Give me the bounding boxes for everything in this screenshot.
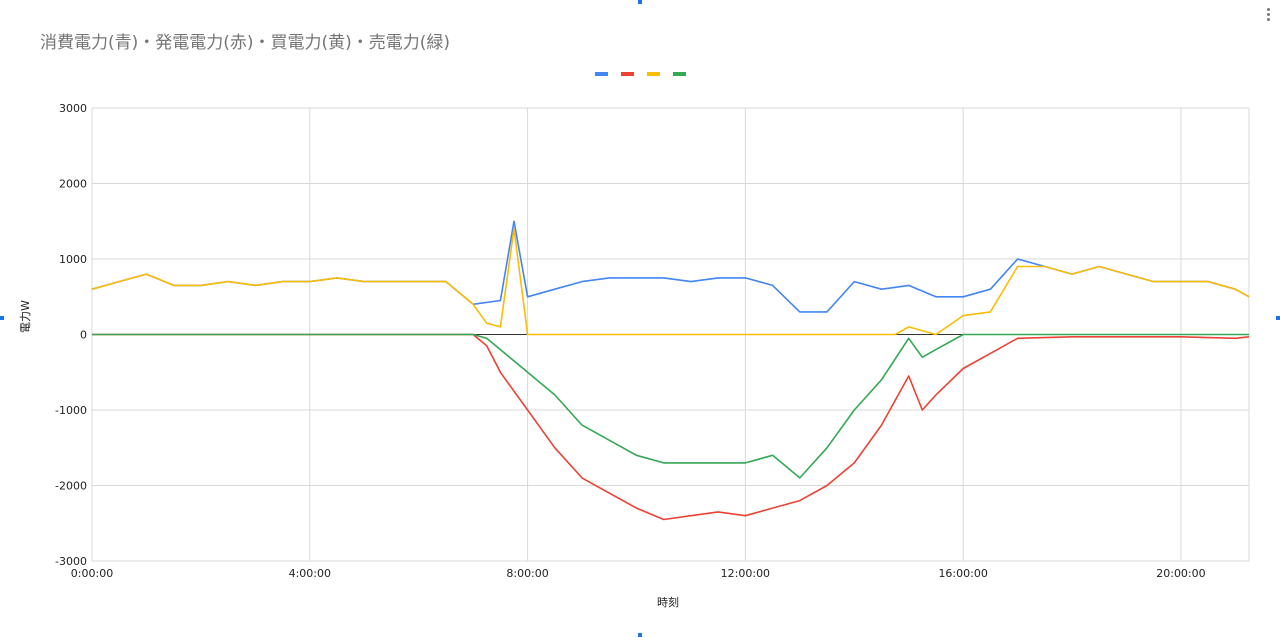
y-tick-label: -1000 <box>55 404 87 417</box>
x-tick-label: 20:00:00 <box>1156 567 1205 580</box>
x-tick-labels: 0:00:00 4:00:00 8:00:00 12:00:00 16:00:00 20:… <box>71 567 1206 580</box>
selection-handle-top[interactable] <box>638 0 642 4</box>
series-lines <box>91 220 1250 521</box>
x-axis-label: 時刻 <box>657 596 679 609</box>
series-line-1 <box>92 333 1250 521</box>
x-tick-label: 16:00:00 <box>938 567 987 580</box>
selection-handle-bottom[interactable] <box>638 633 642 637</box>
y-tick-label: -2000 <box>55 480 87 493</box>
x-tick-label: 8:00:00 <box>506 567 548 580</box>
chart-menu-icon[interactable] <box>1262 6 1274 26</box>
x-tick-label: 4:00:00 <box>289 567 331 580</box>
legend-swatch-yellow <box>647 72 660 76</box>
legend-swatch-red <box>621 72 634 76</box>
legend-swatch-green <box>673 72 686 76</box>
y-tick-label: 2000 <box>59 178 87 191</box>
y-tick-label: -3000 <box>55 555 87 568</box>
chart-title: 消費電力(青)・発電電力(赤)・買電力(黄)・売電力(緑) <box>40 33 451 53</box>
selection-handle-left[interactable] <box>0 316 4 320</box>
gridlines <box>91 107 1250 562</box>
y-tick-label: 1000 <box>59 253 87 266</box>
selection-handle-right[interactable] <box>1276 316 1280 320</box>
series-line-3 <box>92 333 1249 479</box>
y-tick-label: 3000 <box>59 102 87 115</box>
y-tick-label: 0 <box>80 329 87 342</box>
series-line-2 <box>91 228 1250 336</box>
x-tick-label: 0:00:00 <box>71 567 113 580</box>
series-line-0 <box>91 220 1250 313</box>
legend-swatch-blue <box>595 72 608 76</box>
y-axis-label: 電力W <box>19 300 32 333</box>
x-tick-label: 12:00:00 <box>721 567 770 580</box>
y-tick-labels: 3000 2000 1000 0 -1000 -2000 -3000 <box>55 102 87 568</box>
